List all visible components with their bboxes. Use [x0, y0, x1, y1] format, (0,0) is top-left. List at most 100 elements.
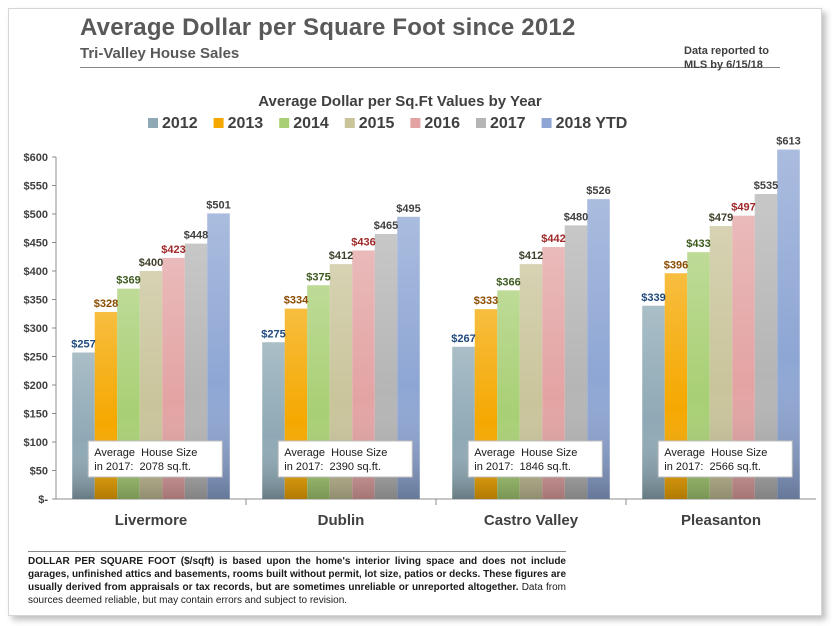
legend: 2012 2013 2014 2015 2016 2017 2018 YTD	[148, 115, 627, 132]
annotation-line-1: Average House Size	[284, 447, 387, 459]
data-label: $328	[94, 298, 118, 310]
data-label: $334	[284, 295, 309, 307]
bar-shade	[207, 213, 230, 499]
bar-shade	[162, 257, 185, 499]
y-tick-label: $400	[24, 266, 48, 278]
annotation-line-2: in 2017: 2078 sq.ft.	[94, 461, 191, 473]
annotation-line-1: Average House Size	[664, 447, 767, 459]
data-label: $433	[686, 238, 710, 250]
data-label: $339	[641, 292, 665, 304]
legend-label: 2012	[162, 115, 198, 132]
footnote: DOLLAR PER SQUARE FOOT ($/sqft) is based…	[28, 551, 566, 607]
legend-swatch	[410, 118, 421, 128]
y-tick-label: $-	[38, 494, 48, 506]
footnote-bold-text: DOLLAR PER SQUARE FOOT ($/sqft) is based…	[28, 556, 566, 593]
annotation-box	[87, 440, 223, 478]
bar-shade	[374, 233, 398, 499]
page-title: Average Dollar per Square Foot since 201…	[80, 14, 576, 41]
legend-swatch	[344, 118, 355, 128]
data-label: $501	[206, 199, 230, 211]
data-label: $412	[519, 250, 543, 262]
annotation-line-1: Average House Size	[94, 447, 197, 459]
bar-shade	[687, 252, 710, 499]
legend-label: 2015	[359, 115, 395, 132]
legend-swatch	[279, 118, 290, 128]
y-tick-label: $200	[24, 380, 48, 392]
bar-shade	[587, 199, 610, 499]
bar-shade	[184, 243, 208, 499]
x-tick-label: Castro Valley	[484, 512, 579, 529]
bar-shade	[754, 194, 778, 500]
data-label: $465	[374, 220, 398, 232]
y-tick-label: $50	[30, 466, 48, 478]
title-divider	[80, 67, 780, 68]
bar-shade	[519, 264, 543, 499]
y-tick-label: $300	[24, 323, 48, 335]
data-reported-line-1: Data reported to	[684, 45, 769, 57]
legend-label: 2018 YTD	[556, 115, 628, 132]
data-label: $366	[496, 276, 520, 288]
y-tick-label: $250	[24, 352, 48, 364]
annotation-line-2: in 2017: 2566 sq.ft.	[664, 461, 761, 473]
annotation-line-2: in 2017: 2390 sq.ft.	[284, 461, 381, 473]
chart-title: Average Dollar per Sq.Ft Values by Year	[258, 93, 542, 110]
data-label: $480	[564, 211, 588, 223]
x-tick-label: Pleasanton	[681, 512, 761, 529]
data-label: $257	[71, 339, 95, 351]
data-label: $396	[664, 259, 688, 271]
legend-swatch	[148, 118, 158, 128]
data-label: $369	[116, 275, 140, 287]
bar-shade	[777, 149, 800, 499]
y-tick-label: $100	[24, 437, 48, 449]
data-label: $400	[139, 257, 163, 269]
legend-label: 2014	[293, 115, 329, 132]
bars	[72, 149, 800, 500]
data-label: $275	[261, 328, 285, 340]
bar-shade	[564, 225, 588, 499]
data-reported-line-2: MLS by 6/15/18	[684, 59, 763, 71]
y-tick-label: $350	[24, 295, 48, 307]
legend-swatch	[475, 118, 486, 128]
annotation-line-1: Average House Size	[474, 447, 577, 459]
bar-shade	[397, 216, 420, 499]
data-label: $535	[754, 180, 778, 192]
data-label: $267	[451, 333, 475, 345]
data-label: $442	[541, 233, 565, 245]
bar-shade	[542, 247, 565, 499]
data-label: $375	[306, 271, 330, 283]
data-label: $526	[586, 185, 610, 197]
legend-swatch	[541, 118, 552, 128]
data-label: $497	[731, 202, 755, 214]
data-label: $423	[161, 244, 185, 256]
data-label: $448	[184, 230, 208, 242]
data-label: $333	[474, 295, 498, 307]
bar-shade	[329, 264, 353, 499]
y-tick-label: $600	[24, 152, 48, 164]
bar-shade	[732, 215, 755, 499]
bar-shade	[352, 250, 375, 499]
legend-label: 2016	[424, 115, 460, 132]
data-label: $412	[329, 250, 353, 262]
y-tick-label: $450	[24, 238, 48, 250]
data-label: $495	[396, 203, 420, 215]
data-label: $479	[709, 212, 733, 224]
x-tick-label: Dublin	[318, 512, 365, 529]
footnote-normal-text: Data from sources deemed reliable, but m…	[28, 582, 566, 606]
annotation-box	[657, 440, 793, 478]
data-reported-note: Data reported to MLS by 6/15/18	[684, 44, 794, 72]
annotation-line-2: in 2017: 1846 sq.ft.	[474, 461, 571, 473]
bar-shade	[709, 225, 733, 499]
annotation-box	[467, 440, 603, 478]
y-tick-label: $150	[24, 409, 48, 421]
x-tick-label: Livermore	[115, 512, 188, 529]
y-tick-label: $500	[24, 209, 48, 221]
legend-label: 2013	[228, 115, 264, 132]
legend-swatch	[213, 118, 224, 128]
data-label: $613	[776, 136, 800, 148]
legend-label: 2017	[490, 115, 526, 132]
data-label: $436	[351, 236, 375, 248]
data-labels: $257 $328 $369 $400$423 $448 $501 $275 $334 $375…	[71, 136, 800, 351]
annotation-box	[277, 440, 413, 478]
annotations: Average House Size in 2017: 2078 sq.ft. Av…	[87, 440, 793, 478]
